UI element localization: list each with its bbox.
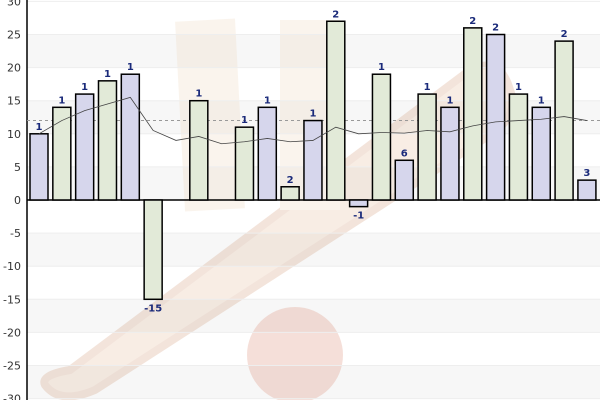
bar (417, 93, 437, 201)
bar (97, 80, 118, 201)
y-tick-label: 30 (7, 0, 21, 8)
bar-label: 1 (446, 95, 453, 106)
bar-label: 2 (492, 23, 499, 34)
bar (257, 106, 278, 201)
y-tick-label: 25 (7, 29, 21, 42)
bar (485, 33, 506, 201)
bar-label: 2 (561, 29, 568, 40)
bar-label: 3 (583, 168, 590, 179)
bar-label: 1 (36, 122, 43, 133)
bar-label: 1 (424, 82, 431, 93)
bar-label: 2 (332, 9, 339, 20)
bar-label: 6 (401, 148, 408, 159)
grid-band (27, 233, 600, 267)
bar-label: 1 (515, 82, 522, 93)
y-tick-label: -25 (3, 360, 21, 373)
bar (189, 99, 209, 201)
grid-band (27, 266, 600, 300)
y-tick-label: -5 (10, 227, 21, 240)
grid-band (27, 1, 600, 35)
bar-label: 1 (309, 109, 316, 120)
grid-band (27, 299, 600, 333)
y-tick-label: -20 (3, 326, 21, 339)
bar-label: 1 (264, 95, 271, 106)
bar (29, 133, 49, 201)
bar (234, 126, 255, 201)
bar (74, 93, 95, 201)
y-tick-label: -30 (3, 393, 21, 400)
bar-label: 1 (241, 115, 248, 126)
bar (463, 27, 483, 201)
bar (143, 199, 163, 301)
bar-label: 1 (378, 62, 385, 73)
bar (394, 159, 415, 201)
bar-label: 1 (81, 82, 88, 93)
bar-label: -15 (144, 303, 162, 314)
grid-band (27, 332, 600, 366)
bar (440, 106, 460, 201)
bar-label: 1 (58, 95, 65, 106)
bar (120, 73, 141, 201)
bar (371, 73, 392, 201)
y-tick-label: 0 (14, 194, 21, 207)
y-tick-label: -15 (3, 293, 21, 306)
bar (52, 106, 72, 201)
bar-label: 1 (538, 95, 545, 106)
bar-label: 1 (195, 89, 202, 100)
bar (508, 93, 529, 201)
bar-label: -1 (353, 211, 364, 222)
y-tick-label: 20 (7, 62, 21, 75)
y-tick-label: -10 (3, 260, 21, 273)
bar (554, 40, 574, 201)
grid-band (27, 365, 600, 399)
bar-label: 2 (287, 175, 294, 186)
bar-label: 1 (104, 69, 111, 80)
bar-label: 2 (469, 16, 476, 27)
bar (348, 199, 369, 208)
y-tick-label: 5 (14, 161, 21, 174)
moving-average-line (38, 96, 587, 145)
bar (280, 186, 300, 201)
bar (326, 20, 346, 201)
bar-label: 1 (127, 62, 134, 73)
bars (29, 20, 597, 301)
y-tick-label: 15 (7, 95, 21, 108)
bar (577, 179, 597, 201)
grid-band (27, 200, 600, 234)
y-tick-label: 10 (7, 128, 21, 141)
bar (303, 119, 323, 201)
bar (531, 106, 552, 201)
